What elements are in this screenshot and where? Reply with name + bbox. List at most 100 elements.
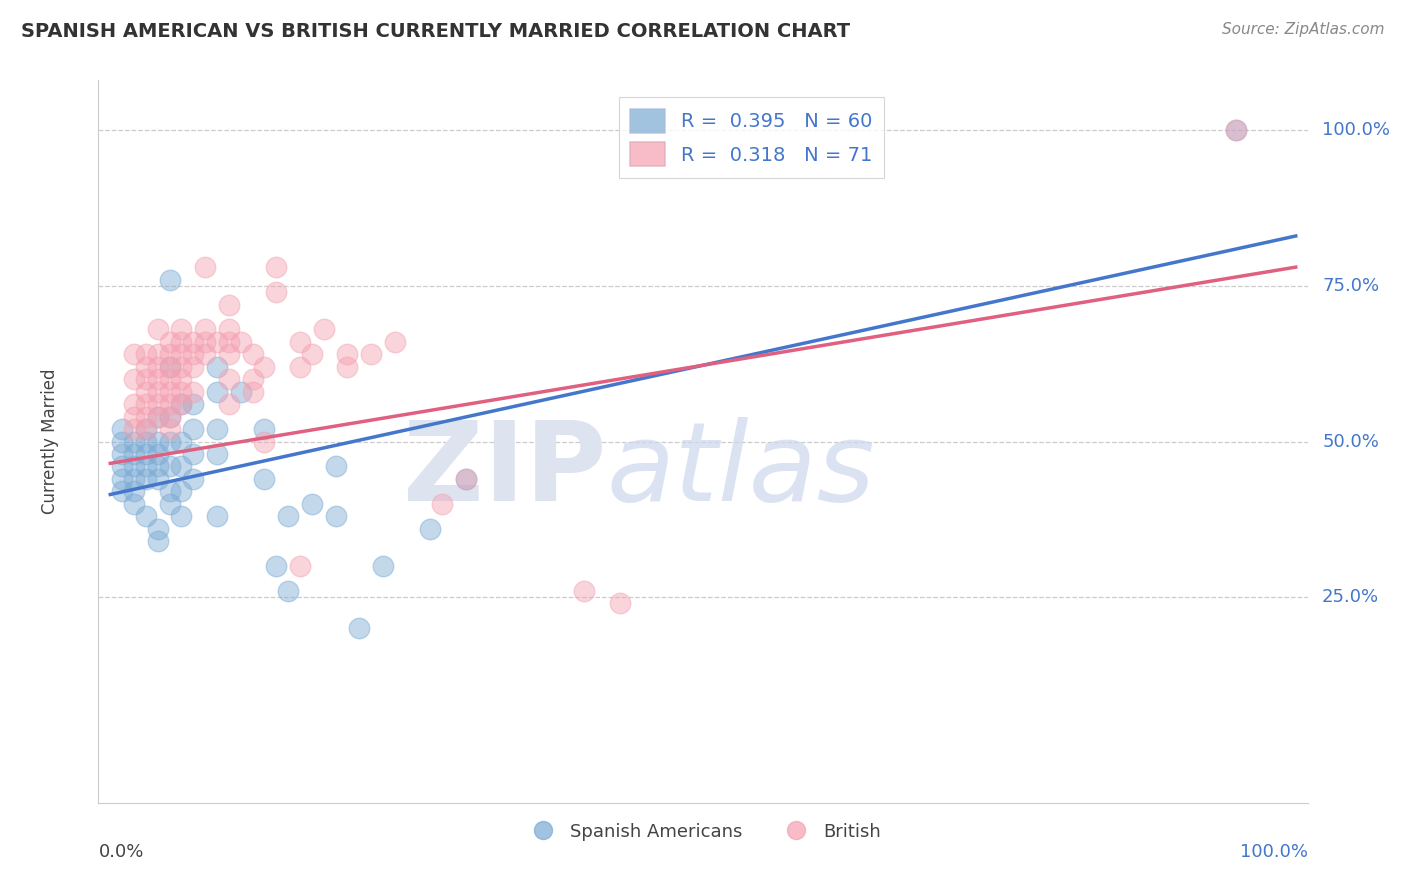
Point	[277, 584, 299, 599]
Point	[253, 422, 276, 436]
Point	[122, 484, 145, 499]
Point	[218, 372, 240, 386]
Text: 50.0%: 50.0%	[1322, 433, 1379, 450]
Point	[146, 434, 169, 449]
Legend: Spanish Americans, British: Spanish Americans, British	[517, 815, 889, 848]
Point	[218, 297, 240, 311]
Point	[264, 285, 287, 299]
Point	[194, 347, 217, 361]
Point	[609, 597, 631, 611]
Point	[135, 434, 157, 449]
Point	[347, 621, 370, 635]
Point	[122, 472, 145, 486]
Point	[146, 347, 169, 361]
Point	[159, 409, 181, 424]
Point	[325, 509, 347, 524]
Point	[253, 359, 276, 374]
Point	[181, 447, 204, 461]
Point	[146, 459, 169, 474]
Point	[194, 260, 217, 274]
Point	[312, 322, 335, 336]
Point	[135, 397, 157, 411]
Point	[122, 434, 145, 449]
Point	[170, 397, 193, 411]
Point	[170, 359, 193, 374]
Point	[159, 484, 181, 499]
Point	[242, 347, 264, 361]
Point	[170, 322, 193, 336]
Point	[122, 497, 145, 511]
Point	[1225, 123, 1247, 137]
Point	[135, 509, 157, 524]
Point	[181, 334, 204, 349]
Point	[170, 484, 193, 499]
Point	[205, 509, 228, 524]
Point	[159, 347, 181, 361]
Point	[181, 347, 204, 361]
Point	[454, 472, 477, 486]
Point	[146, 447, 169, 461]
Point	[574, 584, 596, 599]
Point	[135, 422, 157, 436]
Point	[301, 497, 323, 511]
Point	[194, 334, 217, 349]
Point	[146, 522, 169, 536]
Point	[170, 509, 193, 524]
Point	[205, 447, 228, 461]
Point	[170, 434, 193, 449]
Point	[229, 384, 252, 399]
Point	[122, 372, 145, 386]
Point	[170, 334, 193, 349]
Point	[122, 422, 145, 436]
Point	[253, 472, 276, 486]
Point	[432, 497, 454, 511]
Point	[159, 272, 181, 286]
Point	[146, 534, 169, 549]
Point	[454, 472, 477, 486]
Point	[288, 559, 311, 574]
Text: 100.0%: 100.0%	[1322, 121, 1391, 139]
Point	[159, 359, 181, 374]
Point	[146, 409, 169, 424]
Point	[301, 347, 323, 361]
Point	[205, 334, 228, 349]
Point	[159, 409, 181, 424]
Point	[170, 397, 193, 411]
Point	[146, 372, 169, 386]
Point	[111, 472, 134, 486]
Point	[205, 422, 228, 436]
Point	[135, 372, 157, 386]
Point	[135, 422, 157, 436]
Point	[111, 422, 134, 436]
Text: ZIP: ZIP	[404, 417, 606, 524]
Point	[122, 447, 145, 461]
Point	[264, 260, 287, 274]
Point	[170, 459, 193, 474]
Point	[111, 484, 134, 499]
Point	[111, 447, 134, 461]
Point	[135, 359, 157, 374]
Point	[181, 422, 204, 436]
Text: SPANISH AMERICAN VS BRITISH CURRENTLY MARRIED CORRELATION CHART: SPANISH AMERICAN VS BRITISH CURRENTLY MA…	[21, 22, 851, 41]
Point	[205, 359, 228, 374]
Point	[218, 334, 240, 349]
Point	[159, 497, 181, 511]
Point	[122, 409, 145, 424]
Point	[242, 384, 264, 399]
Point	[1225, 123, 1247, 137]
Point	[146, 359, 169, 374]
Point	[159, 384, 181, 399]
Point	[170, 372, 193, 386]
Point	[146, 409, 169, 424]
Point	[122, 347, 145, 361]
Point	[205, 384, 228, 399]
Point	[264, 559, 287, 574]
Point	[159, 434, 181, 449]
Text: Source: ZipAtlas.com: Source: ZipAtlas.com	[1222, 22, 1385, 37]
Point	[170, 347, 193, 361]
Point	[159, 334, 181, 349]
Point	[159, 372, 181, 386]
Point	[242, 372, 264, 386]
Point	[218, 322, 240, 336]
Point	[122, 459, 145, 474]
